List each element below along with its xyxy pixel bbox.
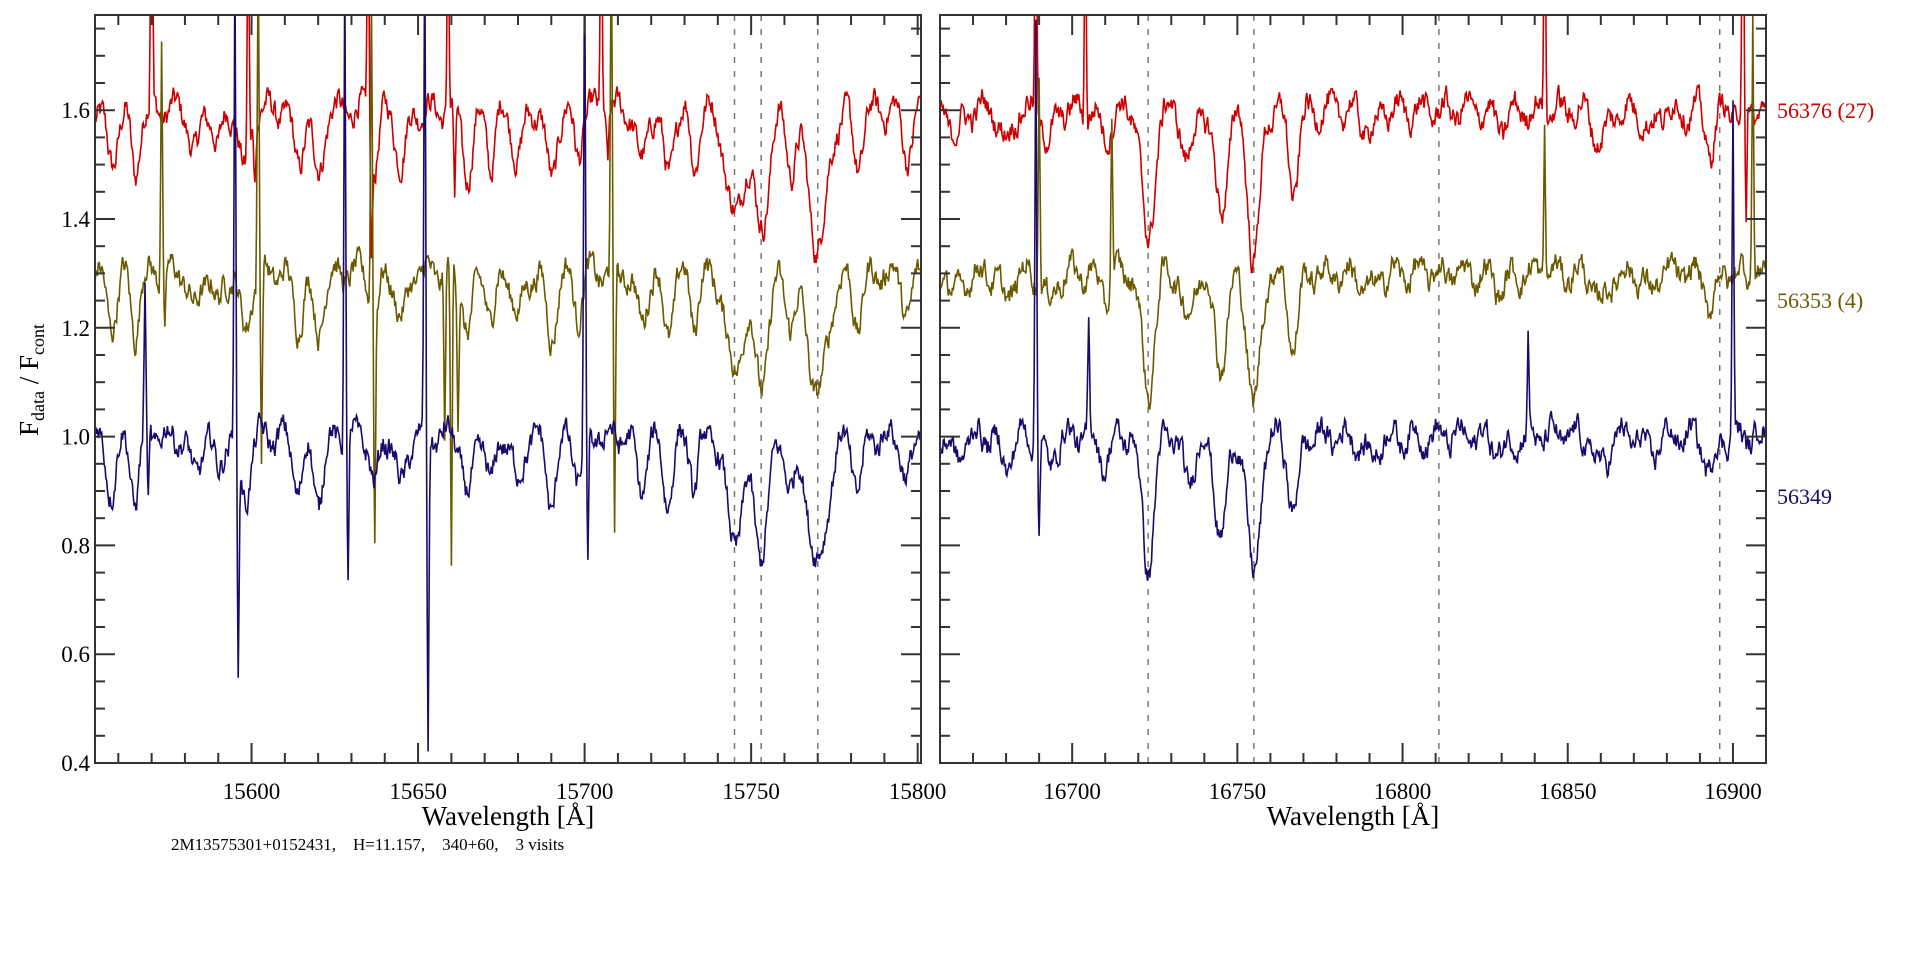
spectrum-56376-panel2 xyxy=(940,15,1766,274)
y-tick-label: 1.6 xyxy=(61,98,90,123)
y-tick-label: 0.6 xyxy=(61,642,90,667)
spectrum-56353-panel2 xyxy=(940,15,1766,411)
y-tick-label: 0.8 xyxy=(61,533,90,558)
spectrum-56349-panel1 xyxy=(95,15,921,752)
x-tick-label: 15750 xyxy=(722,779,780,804)
x-tick-label: 15600 xyxy=(223,779,281,804)
x-tick-label: 16900 xyxy=(1704,779,1762,804)
spectrum-56353-panel1 xyxy=(95,15,921,566)
x-tick-label: 15650 xyxy=(389,779,447,804)
y-axis-label: Fdata / Fcont xyxy=(14,324,48,436)
plot-frame-2 xyxy=(939,14,1767,764)
y-tick-label: 1.0 xyxy=(61,425,90,450)
legend-label-56349: 56349 xyxy=(1777,484,1832,509)
x-tick-label: 15700 xyxy=(556,779,614,804)
y-tick-label: 0.4 xyxy=(61,751,90,776)
x-tick-label: 16750 xyxy=(1209,779,1267,804)
legend-label-56353: 56353 (4) xyxy=(1777,288,1863,313)
legend-label-56376: 56376 (27) xyxy=(1777,98,1874,123)
x-tick-label: 16850 xyxy=(1539,779,1597,804)
spectrum-56349-panel2 xyxy=(940,19,1766,581)
x-axis-label: Wavelength [Å] xyxy=(422,801,595,831)
x-tick-label: 16800 xyxy=(1374,779,1432,804)
plot-frame-1 xyxy=(94,14,922,764)
spectrum-56376-panel1 xyxy=(95,15,921,264)
x-tick-label: 15800 xyxy=(889,779,947,804)
star-annotation: 2M13575301+0152431, H=11.157, 340+60, 3 … xyxy=(171,835,564,854)
y-tick-label: 1.2 xyxy=(61,316,90,341)
x-tick-label: 16700 xyxy=(1043,779,1101,804)
x-axis-label: Wavelength [Å] xyxy=(1267,801,1440,831)
y-tick-label: 1.4 xyxy=(61,207,90,232)
